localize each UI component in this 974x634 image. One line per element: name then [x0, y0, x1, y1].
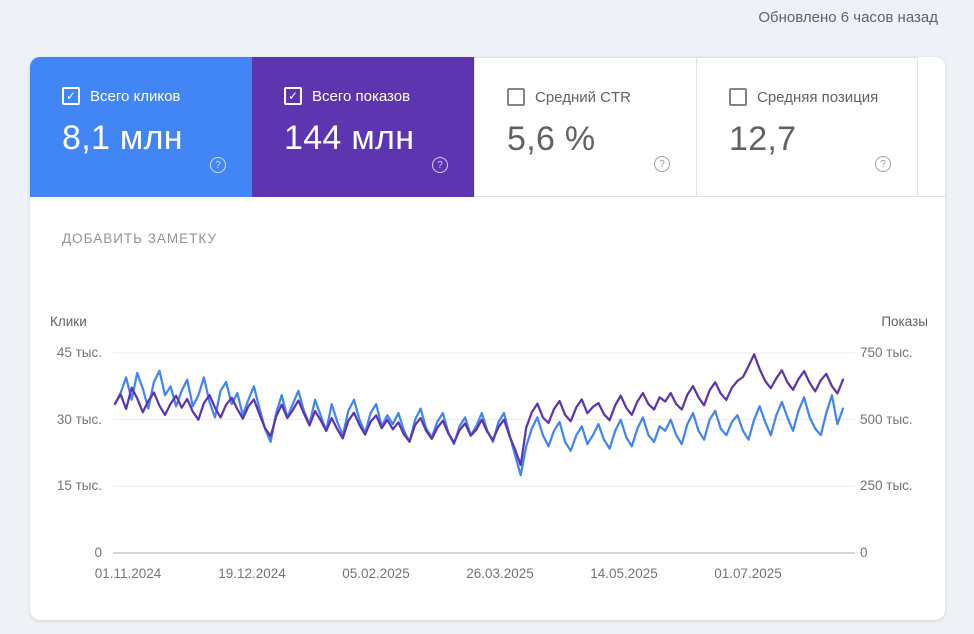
right-axis-tick: 500 тыс. — [860, 412, 913, 427]
last-updated-text: Обновлено 6 часов назад — [758, 9, 938, 26]
x-axis-tick: 01.07.2025 — [714, 566, 782, 581]
left-axis-tick: 0 — [94, 545, 102, 560]
ctr-card-label: Средний CTR — [535, 88, 631, 106]
right-axis-title: Показы — [881, 314, 928, 329]
ctr-card-value: 5,6 % — [507, 120, 596, 158]
help-icon[interactable]: ? — [210, 157, 226, 173]
series-line-показы — [113, 353, 845, 467]
left-axis-title: Клики — [50, 314, 87, 329]
left-axis-tick: 15 тыс. — [56, 478, 102, 493]
card-check-row: ✓ Всего показов — [284, 87, 474, 105]
x-axis-tick: 05.02.2025 — [342, 566, 410, 581]
impressions-card-value: 144 млн — [284, 119, 415, 157]
right-axis-tick: 750 тыс. — [860, 345, 913, 360]
right-axis-tick: 0 — [860, 545, 868, 560]
add-note-button[interactable]: ДОБАВИТЬ ЗАМЕТКУ — [62, 227, 217, 250]
performance-panel: ✓ Всего кликов 8,1 млн ? ✓ Всего показов… — [30, 57, 945, 620]
card-check-row: Средний CTR — [507, 88, 696, 106]
x-axis-tick: 19.12.2024 — [218, 566, 286, 581]
clicks-checkbox[interactable]: ✓ — [62, 87, 80, 105]
x-axis-tick: 26.03.2025 — [466, 566, 534, 581]
series-line-клики — [113, 369, 845, 477]
metric-card-total-impressions[interactable]: ✓ Всего показов 144 млн ? — [252, 57, 474, 197]
card-check-row: ✓ Всего кликов — [62, 87, 252, 105]
metric-card-total-clicks[interactable]: ✓ Всего кликов 8,1 млн ? — [30, 57, 252, 197]
help-icon[interactable]: ? — [654, 156, 670, 172]
timeseries-chart[interactable] — [30, 57, 945, 620]
clicks-card-value: 8,1 млн — [62, 119, 183, 157]
impressions-card-label: Всего показов — [312, 87, 411, 105]
left-axis-tick: 30 тыс. — [56, 412, 102, 427]
position-card-label: Средняя позиция — [757, 88, 879, 106]
metric-cards-row: ✓ Всего кликов 8,1 млн ? ✓ Всего показов… — [30, 57, 945, 197]
help-icon[interactable]: ? — [875, 156, 891, 172]
cards-row-spacer — [918, 57, 945, 197]
metric-card-average-ctr[interactable]: Средний CTR 5,6 % ? — [474, 57, 696, 197]
help-icon[interactable]: ? — [432, 157, 448, 173]
clicks-card-label: Всего кликов — [90, 87, 181, 105]
left-axis-tick: 45 тыс. — [56, 345, 102, 360]
right-axis-tick: 250 тыс. — [860, 478, 913, 493]
ctr-checkbox[interactable] — [507, 88, 525, 106]
x-axis-tick: 01.11.2024 — [94, 566, 162, 581]
position-card-value: 12,7 — [729, 120, 797, 158]
impressions-checkbox[interactable]: ✓ — [284, 87, 302, 105]
x-axis-tick: 14.05.2025 — [590, 566, 658, 581]
position-checkbox[interactable] — [729, 88, 747, 106]
metric-card-average-position[interactable]: Средняя позиция 12,7 ? — [696, 57, 918, 197]
card-check-row: Средняя позиция — [729, 88, 917, 106]
